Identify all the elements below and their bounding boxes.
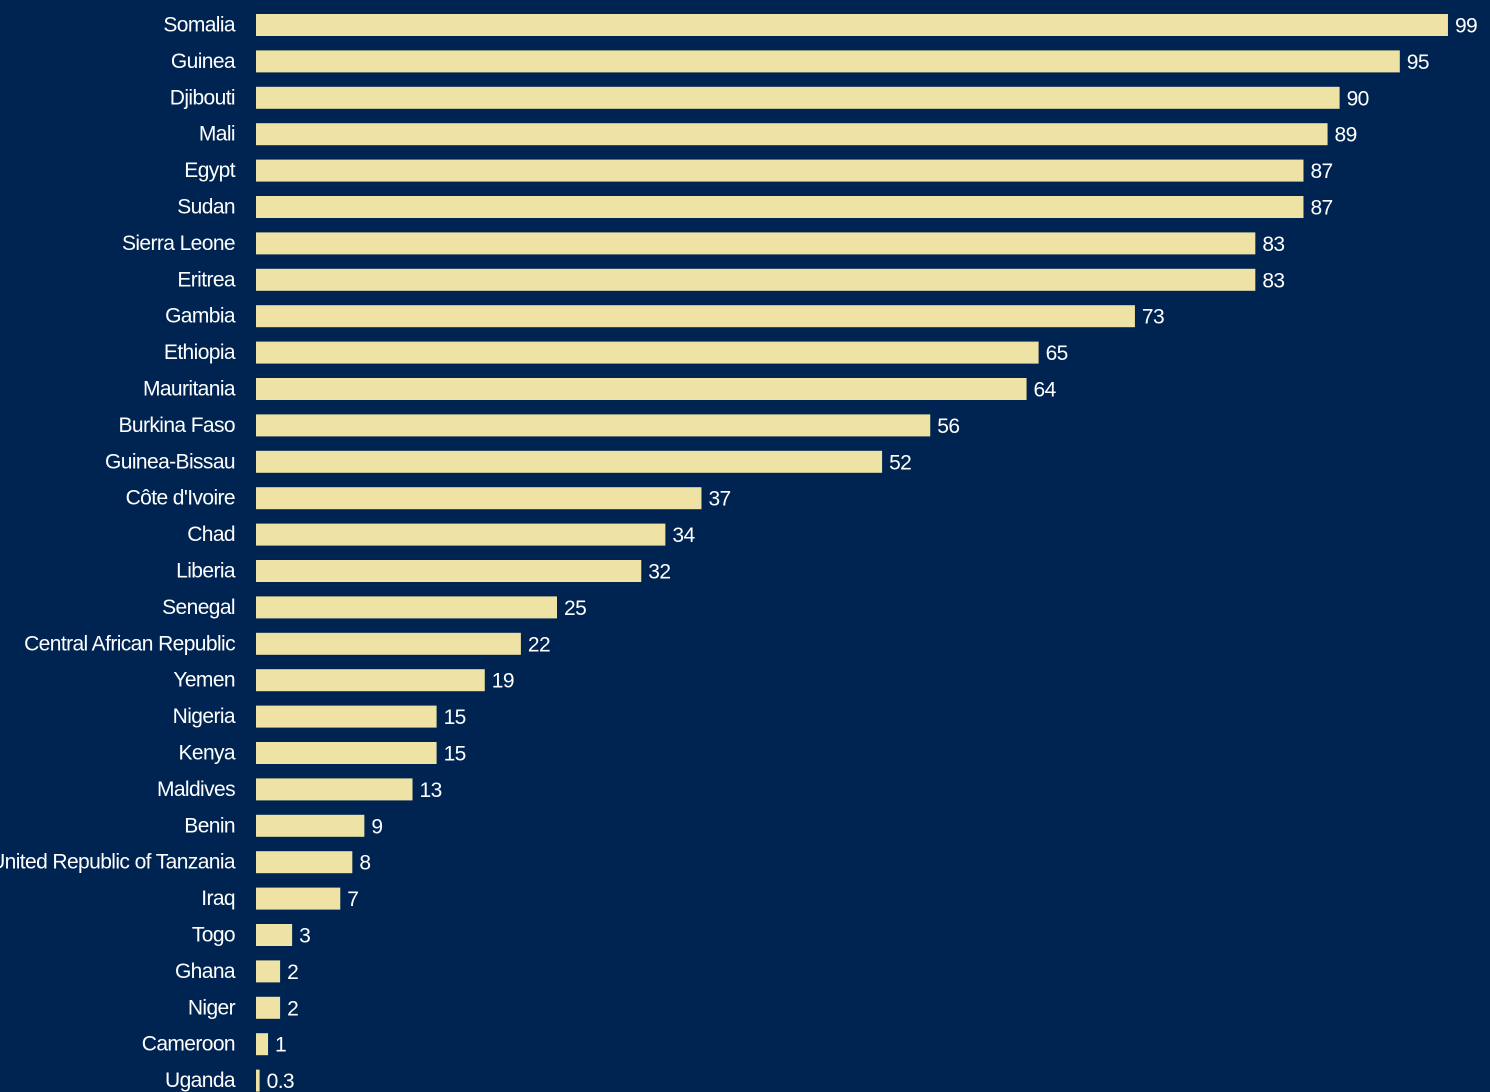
value-label-liberia: 32 <box>648 561 670 584</box>
category-label-senegal: Senegal <box>162 596 235 619</box>
bar-iraq <box>256 887 341 910</box>
value-label-ghana: 2 <box>287 961 298 984</box>
value-label-somalia: 99 <box>1455 15 1477 38</box>
bar-guinea-bissau <box>256 450 883 473</box>
category-label-maldives: Maldives <box>157 778 235 801</box>
value-label-chad: 34 <box>672 524 695 547</box>
value-label-nigeria: 15 <box>444 706 466 729</box>
category-label-central-african-republic: Central African Republic <box>24 632 235 655</box>
category-label-egypt: Egypt <box>184 159 235 182</box>
bar-ghana <box>256 960 281 983</box>
bar-chad <box>256 523 666 546</box>
value-label-burkina-faso: 56 <box>937 415 959 438</box>
category-label-chad: Chad <box>187 523 235 546</box>
value-label-guinea-bissau: 52 <box>889 451 911 474</box>
value-label-gambia: 73 <box>1142 306 1164 329</box>
category-label-mauritania: Mauritania <box>143 378 236 401</box>
value-label-mauritania: 64 <box>1034 379 1057 402</box>
bar-ethiopia <box>256 341 1039 364</box>
bar-sudan <box>256 196 1304 218</box>
category-label-togo: Togo <box>192 924 235 947</box>
category-label-sudan: Sudan <box>177 196 235 219</box>
bar-somalia <box>256 14 1448 36</box>
bar-central-african-republic <box>256 632 521 655</box>
bar-niger <box>256 996 281 1019</box>
category-label-yemen: Yemen <box>173 669 235 692</box>
bar-djibouti <box>256 86 1340 109</box>
value-label-c-te-d-ivoire: 37 <box>708 488 730 511</box>
value-label-central-african-republic: 22 <box>528 633 550 656</box>
category-label-djibouti: Djibouti <box>170 86 235 109</box>
value-label-benin: 9 <box>371 815 382 838</box>
bar-guinea <box>256 50 1400 73</box>
category-label-mali: Mali <box>199 123 235 146</box>
value-label-ethiopia: 65 <box>1046 342 1068 365</box>
category-label-uganda: Uganda <box>165 1069 236 1092</box>
value-label-cameroon: 1 <box>275 1034 286 1057</box>
value-label-iraq: 7 <box>347 888 358 911</box>
bar-sierra-leone <box>256 232 1256 255</box>
bar-nigeria <box>256 705 437 728</box>
category-label-cameroon: Cameroon <box>142 1033 235 1056</box>
bar-united-republic-of-tanzania <box>256 851 353 874</box>
category-label-guinea: Guinea <box>171 50 236 73</box>
category-label-niger: Niger <box>188 996 236 1019</box>
bar-burkina-faso <box>256 414 931 437</box>
value-label-kenya: 15 <box>444 743 466 766</box>
bar-eritrea <box>256 268 1256 291</box>
value-label-uganda: 0.3 <box>267 1070 294 1092</box>
value-label-maldives: 13 <box>420 779 442 802</box>
bar-togo <box>256 924 293 946</box>
bar-mauritania <box>256 378 1027 400</box>
bar-egypt <box>256 159 1304 182</box>
category-label-nigeria: Nigeria <box>173 705 236 728</box>
bar-kenya <box>256 742 437 764</box>
category-label-ghana: Ghana <box>175 960 236 983</box>
bar-senegal <box>256 596 557 619</box>
category-label-eritrea: Eritrea <box>177 268 236 291</box>
category-label-ethiopia: Ethiopia <box>164 341 236 364</box>
value-label-united-republic-of-tanzania: 8 <box>359 852 370 875</box>
category-label-somalia: Somalia <box>163 14 236 37</box>
bar-benin <box>256 814 365 837</box>
category-label-guinea-bissau: Guinea-Bissau <box>105 450 235 473</box>
value-label-sudan: 87 <box>1310 197 1332 220</box>
bar-liberia <box>256 560 642 582</box>
value-label-niger: 2 <box>287 997 298 1020</box>
category-label-gambia: Gambia <box>165 305 236 328</box>
category-label-kenya: Kenya <box>178 742 235 765</box>
value-label-yemen: 19 <box>492 670 514 693</box>
category-label-united-republic-of-tanzania: United Republic of Tanzania <box>0 851 236 874</box>
value-label-mali: 89 <box>1335 124 1357 147</box>
bar-mali <box>256 123 1328 146</box>
category-label-burkina-faso: Burkina Faso <box>118 414 235 437</box>
bar-c-te-d-ivoire <box>256 487 702 510</box>
category-label-iraq: Iraq <box>201 887 235 910</box>
bar-cameroon <box>256 1033 269 1056</box>
category-label-liberia: Liberia <box>176 560 236 583</box>
category-label-benin: Benin <box>184 814 235 837</box>
category-label-sierra-leone: Sierra Leone <box>122 232 235 255</box>
category-label-c-te-d-ivoire: Côte d'Ivoire <box>126 487 235 510</box>
bar-maldives <box>256 778 413 801</box>
bar-gambia <box>256 305 1135 328</box>
value-label-senegal: 25 <box>564 597 586 620</box>
bar-yemen <box>256 669 485 692</box>
value-label-eritrea: 83 <box>1262 269 1284 292</box>
value-label-togo: 3 <box>299 925 310 948</box>
value-label-guinea: 95 <box>1407 51 1429 74</box>
bar-uganda <box>256 1069 260 1092</box>
value-label-egypt: 87 <box>1310 160 1332 183</box>
value-label-djibouti: 90 <box>1347 87 1369 110</box>
value-label-sierra-leone: 83 <box>1262 233 1284 256</box>
